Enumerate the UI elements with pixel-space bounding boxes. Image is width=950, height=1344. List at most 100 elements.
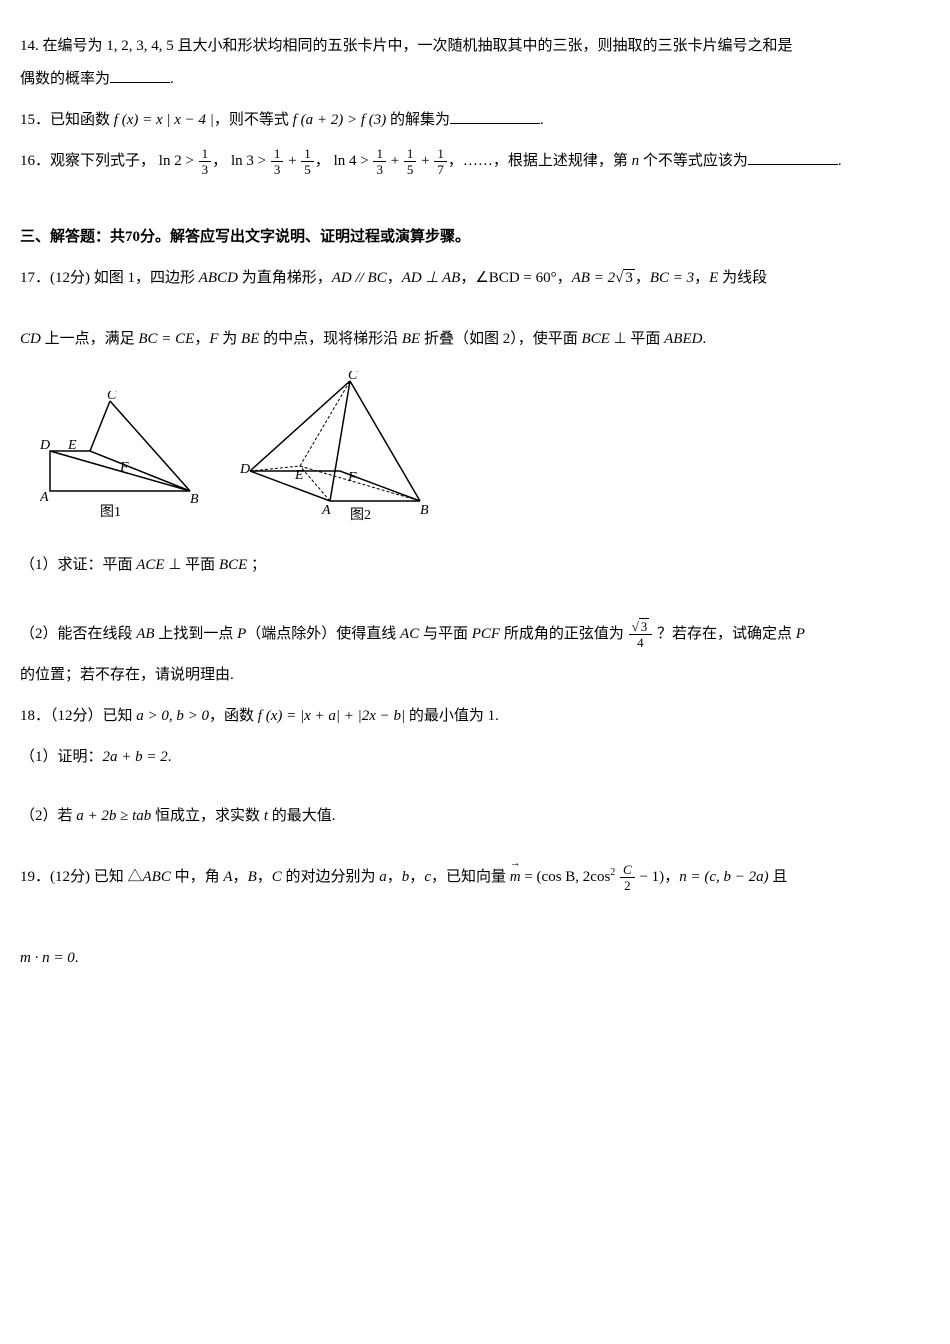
- plus: +: [284, 153, 300, 169]
- q16-f2: ln 3 >: [231, 153, 266, 169]
- q17-text-l: 的中点，现将梯形沿: [259, 331, 402, 347]
- svg-text:B: B: [420, 503, 429, 518]
- svg-text:F: F: [119, 460, 129, 475]
- q17-1-a: （1）求证：平面: [20, 557, 136, 573]
- comma: ，: [212, 153, 227, 169]
- be: BE: [241, 331, 259, 347]
- q17-text-j: ，: [194, 331, 209, 347]
- q17-2-d: 与平面: [419, 626, 472, 642]
- q17-num: 17．(12分): [20, 270, 94, 286]
- q17-text-k: 为: [219, 331, 242, 347]
- ace: ACE: [136, 557, 164, 573]
- question-16: 16．观察下列式子， ln 2 > 13， ln 3 > 13 + 15， ln…: [20, 145, 930, 178]
- blank: [748, 149, 838, 165]
- q17-2-g: 的位置；若不存在，请说明理由.: [20, 667, 234, 683]
- svg-text:F: F: [347, 470, 357, 485]
- question-19b: m · n = 0.: [20, 942, 930, 975]
- fig2-label: 图2: [350, 508, 371, 521]
- cd: CD: [20, 331, 41, 347]
- abcd: ABCD: [199, 270, 238, 286]
- q18-text-c: 的最小值为 1.: [405, 708, 499, 724]
- mn: m · n = 0: [20, 950, 75, 966]
- bcce: BC = CE: [138, 331, 194, 347]
- frac-1-5: 15: [404, 147, 417, 176]
- ac: AC: [400, 626, 419, 642]
- svg-text:D: D: [240, 462, 250, 477]
- plus: +: [417, 153, 433, 169]
- q19-text-a: 已知 △: [94, 869, 143, 885]
- q16-f1: ln 2 >: [159, 153, 194, 169]
- q17-text-i: 上一点，满足: [41, 331, 139, 347]
- svg-text:A: A: [321, 503, 331, 518]
- abc: ABC: [143, 869, 171, 885]
- q17-text-f: ，: [635, 270, 650, 286]
- bce: BCE: [581, 331, 609, 347]
- q17-1-b: ⊥ 平面: [165, 557, 219, 573]
- frac-1-7: 17: [434, 147, 447, 176]
- figures: A D E C B F 图1 D A B C E F 图2: [40, 371, 930, 534]
- bcd: ∠BCD = 60°: [475, 270, 556, 286]
- q16-text-d: .: [838, 153, 842, 169]
- ab: AB = 2: [572, 270, 615, 286]
- question-17-2: （2）能否在线段 AB 上找到一点 P（端点除外）使得直线 AC 与平面 PCF…: [20, 618, 930, 651]
- pcf: PCF: [472, 626, 500, 642]
- ab0: a > 0, b > 0: [136, 708, 209, 724]
- A: A: [223, 869, 232, 885]
- question-18-2: （2）若 a + 2b ≥ tab 恒成立，求实数 t 的最大值.: [20, 800, 930, 833]
- q17-text-m: 折叠（如图 2），使平面: [420, 331, 581, 347]
- q19-text-d: ，: [257, 869, 272, 885]
- minus1: − 1): [636, 869, 664, 885]
- svg-text:C: C: [107, 391, 117, 403]
- q18-2-c: 的最大值.: [268, 808, 336, 824]
- q17-2-e: 所成角的正弦值为: [500, 626, 628, 642]
- q16-text-b: ，……，根据上述规律，第: [448, 153, 632, 169]
- q17-1-c: ；: [247, 557, 266, 573]
- q19-num: 19．(12分): [20, 869, 94, 885]
- q18-1-b: .: [168, 749, 172, 765]
- q17-text-d: ，: [460, 270, 475, 286]
- e: E: [709, 270, 718, 286]
- q19-text-j: 且: [769, 869, 788, 885]
- svg-text:C: C: [348, 371, 358, 383]
- q14-num: 14.: [20, 38, 43, 54]
- q17-text-g: ，: [694, 270, 709, 286]
- eq: a + 2b ≥ tab: [76, 808, 151, 824]
- be2: BE: [402, 331, 420, 347]
- n: n: [679, 869, 687, 885]
- q19-text-h: ，已知向量: [431, 869, 510, 885]
- frac-1-3: 13: [199, 147, 212, 176]
- q15-text-c: 的解集为: [386, 112, 450, 128]
- m-vec: m: [510, 861, 521, 894]
- q16-f3: ln 4 >: [334, 153, 369, 169]
- q14-text-b: 偶数的概率为: [20, 71, 110, 87]
- blank: [450, 108, 540, 124]
- q17-text-b: 为直角梯形，: [238, 270, 332, 286]
- question-14: 14. 在编号为 1, 2, 3, 4, 5 且大小和形状均相同的五张卡片中，一…: [20, 30, 930, 96]
- q18-2-b: 恒成立，求实数: [151, 808, 264, 824]
- question-17-2b: 的位置；若不存在，请说明理由.: [20, 659, 930, 692]
- c: c: [424, 869, 431, 885]
- adbc: AD // BC: [332, 270, 387, 286]
- bc: BC = 3: [650, 270, 694, 286]
- frac-1-3: 13: [271, 147, 284, 176]
- q18-text-a: （12分）已知: [50, 708, 136, 724]
- frac-sqrt3-4: 34: [629, 620, 653, 649]
- sup2: 2: [610, 867, 615, 878]
- frac-1-3: 13: [373, 147, 386, 176]
- q19-text-i: ，: [664, 869, 679, 885]
- q19-text-g: ，: [409, 869, 424, 885]
- comma: ，: [315, 153, 330, 169]
- q19-text-c: ，: [233, 869, 248, 885]
- q17-text-n: ⊥ 平面: [610, 331, 664, 347]
- svg-text:D: D: [40, 438, 50, 453]
- fig1-label: 图1: [100, 505, 121, 520]
- question-15: 15．已知函数 f (x) = x | x − 4 |，则不等式 f (a + …: [20, 104, 930, 137]
- svg-text:B: B: [190, 492, 199, 507]
- meq: = (cos B, 2cos: [521, 869, 611, 885]
- q19b-a: .: [75, 950, 79, 966]
- q15-num: 15．: [20, 112, 50, 128]
- eq: 2a + b = 2: [103, 749, 168, 765]
- abed: ABED: [664, 331, 702, 347]
- q14-text-a: 在编号为 1, 2, 3, 4, 5 且大小和形状均相同的五张卡片中，一次随机抽…: [43, 38, 793, 54]
- p: P: [237, 626, 246, 642]
